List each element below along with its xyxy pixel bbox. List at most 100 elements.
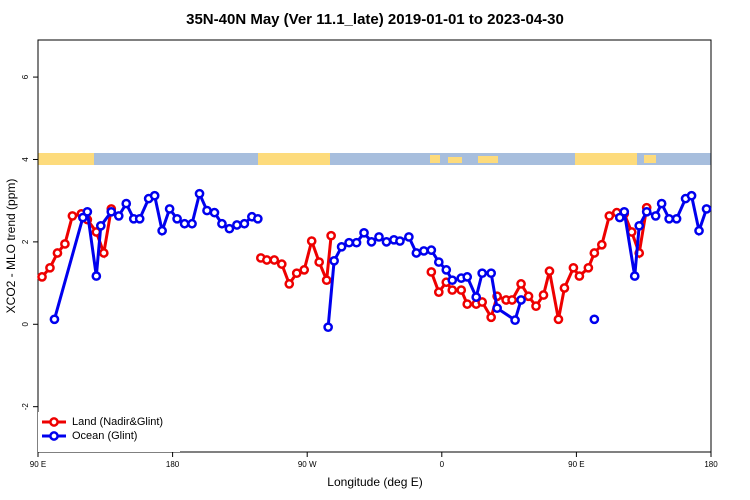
data-point — [426, 245, 437, 255]
data-point — [121, 198, 132, 209]
data-point — [202, 205, 212, 216]
chart-title: 35N-40N May (Ver 11.1_late) 2019-01-01 t… — [186, 11, 564, 28]
data-point — [209, 207, 220, 218]
legend-box — [38, 412, 180, 452]
data-point — [374, 232, 384, 242]
data-point — [113, 211, 124, 221]
y-tick-label: 4 — [21, 157, 30, 162]
data-point — [492, 303, 502, 314]
data-point — [701, 204, 712, 214]
data-point — [629, 271, 640, 281]
data-point — [559, 283, 570, 293]
data-point — [52, 248, 63, 258]
data-point — [433, 257, 444, 267]
data-point — [671, 213, 682, 224]
legend-label: Ocean (Glint) — [72, 430, 137, 442]
data-point — [224, 223, 235, 234]
data-point — [456, 285, 467, 295]
data-point — [664, 213, 674, 224]
data-point — [82, 206, 93, 217]
data-point — [694, 225, 704, 236]
data-point — [596, 239, 607, 250]
data-point — [326, 230, 336, 241]
data-point — [486, 268, 497, 279]
data-point — [574, 271, 585, 281]
data-point — [568, 262, 579, 273]
data-point — [269, 255, 280, 265]
y-axis-label: XCO2 - MLO trend (ppm) — [4, 179, 18, 314]
data-point — [544, 266, 555, 276]
data-point — [299, 265, 310, 275]
series-line — [40, 207, 649, 322]
data-point — [149, 190, 160, 201]
data-point — [98, 248, 109, 258]
data-point — [187, 218, 197, 229]
data-point — [395, 236, 405, 246]
data-point — [583, 262, 594, 273]
data-point — [314, 257, 325, 267]
data-point — [477, 297, 488, 307]
data-point — [419, 246, 429, 256]
data-point — [336, 241, 347, 252]
x-tick-label: 180 — [704, 460, 718, 469]
x-tick-label: 90 E — [568, 460, 584, 469]
data-point — [323, 322, 333, 333]
data-point — [134, 213, 145, 224]
data-point — [426, 267, 437, 277]
data-point — [589, 314, 600, 325]
data-point — [381, 237, 392, 247]
data-point — [252, 213, 263, 224]
data-point — [589, 248, 600, 258]
data-point — [45, 262, 55, 273]
data-point — [516, 295, 526, 305]
y-tick-label: 6 — [21, 74, 30, 79]
y-tick-label: 0 — [21, 322, 30, 327]
data-point — [172, 213, 182, 224]
legend-marker — [49, 417, 59, 427]
data-point — [179, 218, 190, 229]
data-point — [477, 268, 488, 279]
x-tick-label: 0 — [440, 460, 445, 469]
data-point — [359, 227, 369, 238]
data-point — [284, 279, 295, 289]
data-point — [447, 275, 458, 286]
data-point — [538, 290, 549, 300]
data-point — [441, 265, 452, 275]
data-point — [604, 211, 615, 221]
data-point — [523, 291, 534, 302]
data-point — [553, 314, 564, 325]
data-point — [261, 255, 272, 265]
data-point — [157, 225, 167, 236]
x-axis-label: Longitude (deg E) — [327, 475, 422, 489]
data-point — [462, 272, 473, 282]
data-point — [217, 218, 227, 229]
data-point — [329, 255, 339, 266]
data-point — [366, 237, 377, 247]
data-point — [95, 220, 106, 231]
data-point — [411, 248, 422, 258]
data-point — [321, 275, 332, 286]
data-point — [351, 237, 362, 248]
x-tick-label: 90 E — [30, 460, 46, 469]
map-strip — [38, 153, 711, 165]
data-point — [91, 271, 102, 281]
data-point — [650, 211, 661, 221]
data-point — [486, 312, 497, 323]
data-point — [49, 314, 60, 325]
y-tick-label: 2 — [21, 239, 30, 244]
data-point — [447, 285, 458, 295]
data-point — [634, 220, 645, 231]
data-point — [686, 190, 697, 201]
data-point — [291, 268, 302, 279]
data-point — [306, 236, 317, 246]
data-point — [194, 188, 205, 199]
y-tick-label: -2 — [21, 403, 30, 411]
data-point — [433, 287, 444, 297]
data-point — [164, 204, 175, 214]
data-point — [619, 206, 630, 217]
data-point — [510, 315, 520, 326]
data-point — [106, 206, 117, 217]
data-point — [656, 198, 667, 209]
data-point — [507, 295, 517, 305]
